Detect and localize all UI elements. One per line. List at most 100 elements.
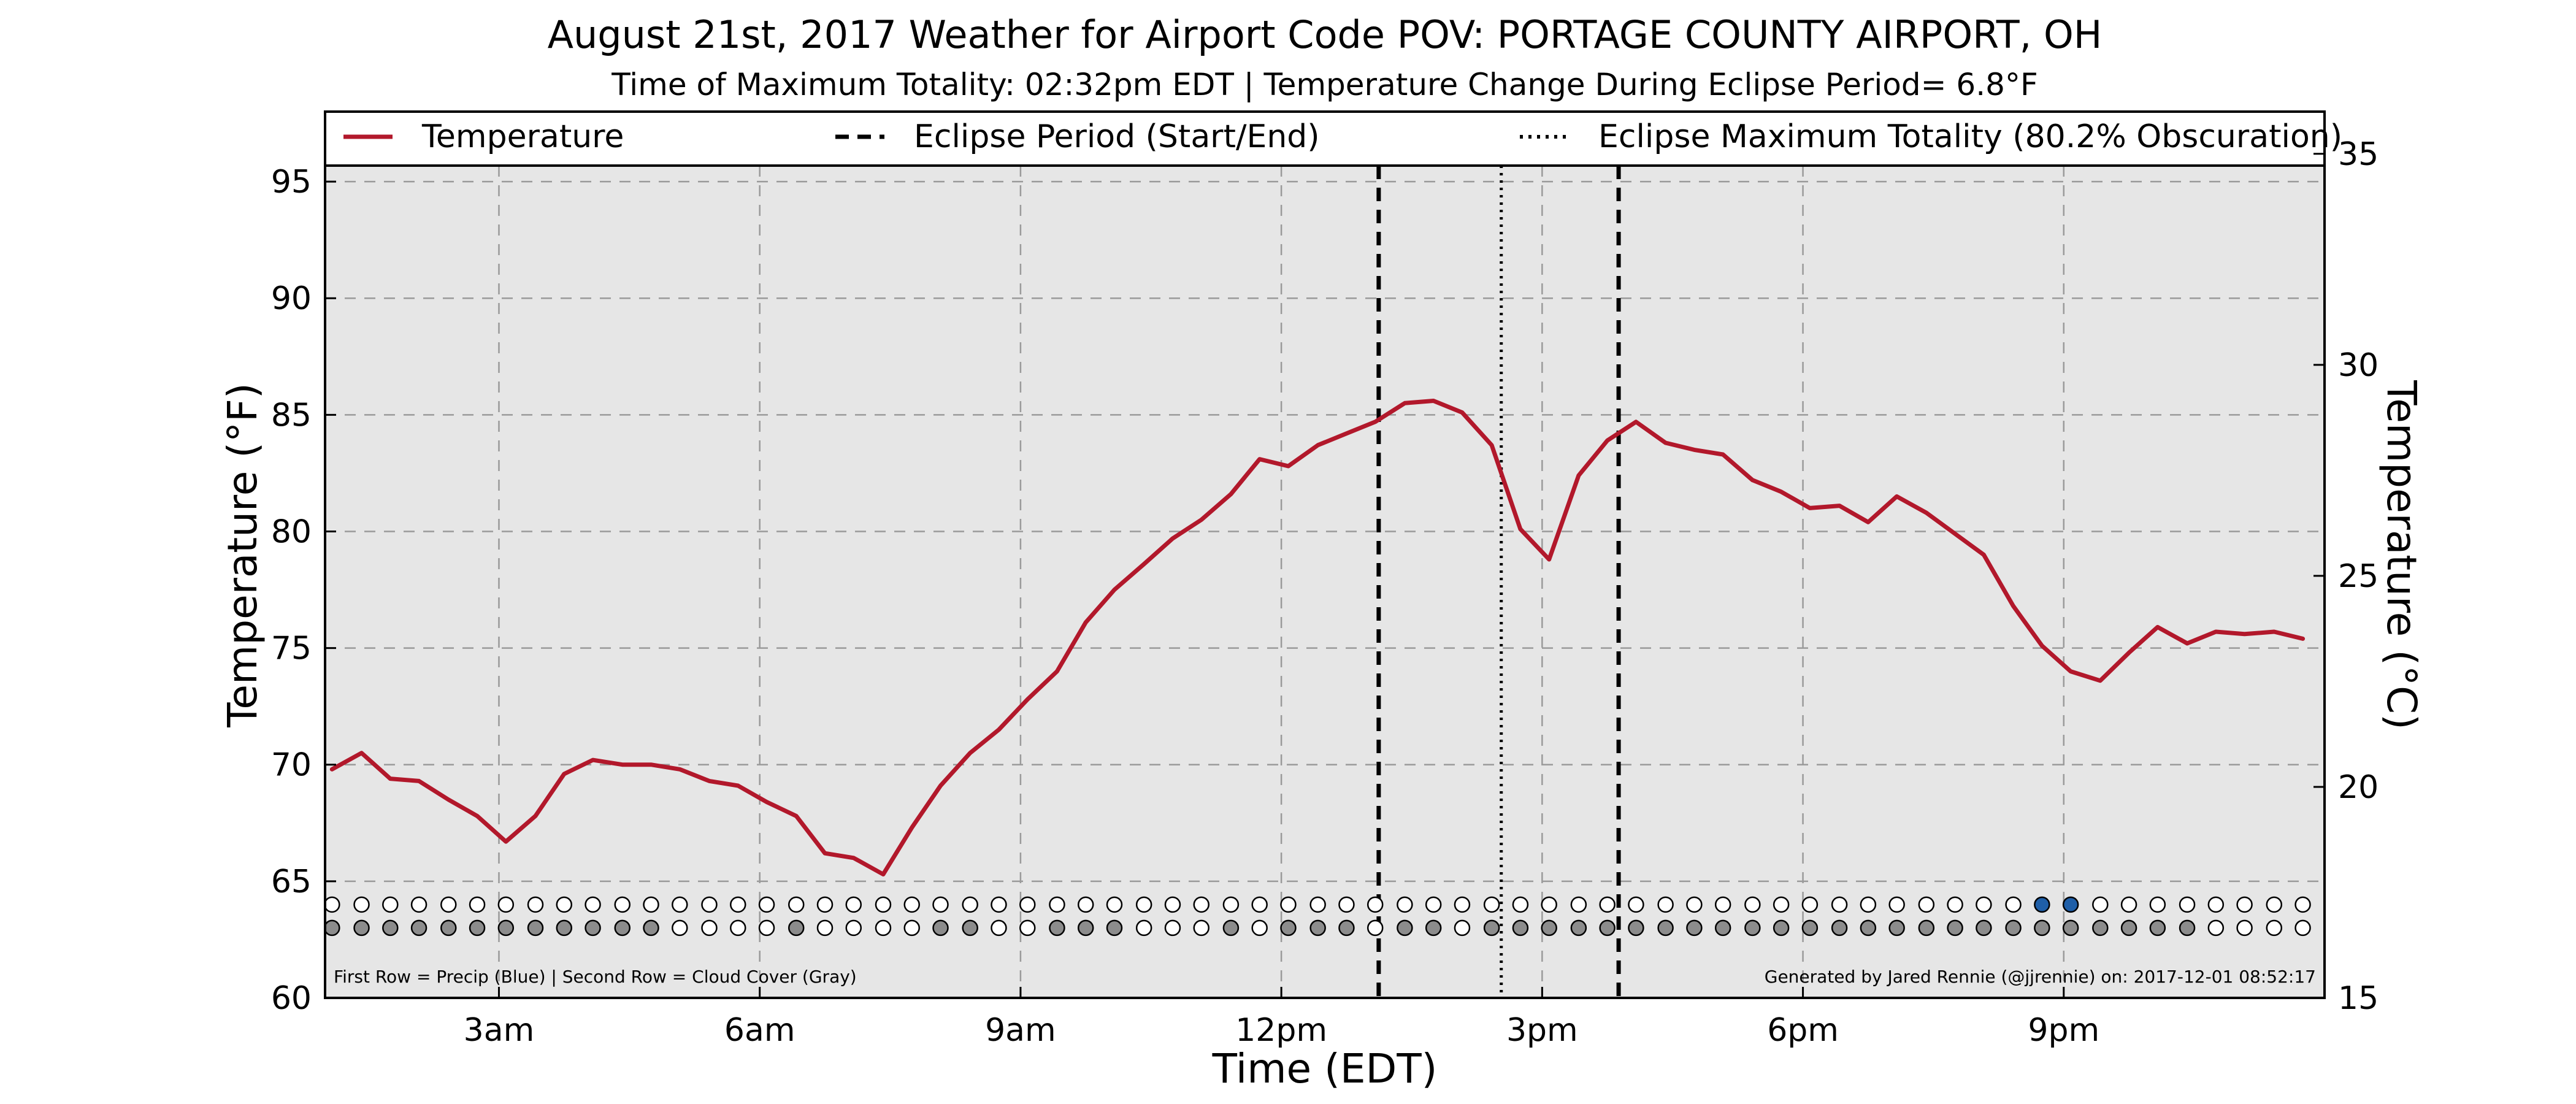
precip-dot bbox=[469, 896, 486, 913]
plot-area bbox=[325, 112, 2325, 998]
cloud-cover-dot bbox=[991, 919, 1007, 937]
precip-dot bbox=[845, 896, 862, 913]
grid-lines bbox=[325, 166, 2325, 998]
precip-dot bbox=[1135, 896, 1152, 913]
cloud-cover-dot bbox=[440, 919, 457, 937]
cloud-cover-dot bbox=[1367, 919, 1384, 937]
cloud-cover-dot bbox=[2266, 919, 2283, 937]
precip-dot bbox=[672, 896, 688, 913]
legend-temperature-label: Temperature bbox=[421, 118, 624, 155]
cloud-cover-dot bbox=[1744, 919, 1761, 937]
precip-dot bbox=[324, 896, 340, 913]
y-tick-label: 65 bbox=[271, 864, 312, 900]
precip-dot bbox=[903, 896, 920, 913]
precip-dot bbox=[1657, 896, 1674, 913]
y-right-tick-label: 20 bbox=[2338, 769, 2379, 806]
cloud-cover-dot bbox=[1019, 919, 1036, 937]
precip-dot bbox=[1397, 896, 1413, 913]
precip-dot bbox=[1483, 896, 1500, 913]
cloud-cover-dot bbox=[2034, 919, 2050, 937]
precip-dot bbox=[1222, 896, 1240, 913]
precip-dot bbox=[1338, 896, 1355, 913]
cloud-cover-dot bbox=[701, 919, 718, 937]
series-layer bbox=[329, 399, 2306, 876]
cloud-cover-dot bbox=[643, 919, 659, 937]
precip-dot bbox=[2062, 896, 2079, 913]
precip-dot bbox=[2092, 896, 2109, 913]
y-right-tick-label: 30 bbox=[2338, 347, 2379, 384]
precip-dot bbox=[585, 896, 601, 913]
precip-dot bbox=[1251, 896, 1268, 913]
cloud-cover-dot bbox=[2092, 919, 2109, 937]
cloud-cover-dot bbox=[932, 919, 949, 937]
precip-dot bbox=[440, 896, 457, 913]
precip-dot bbox=[730, 896, 746, 913]
cloud-cover-dot bbox=[758, 919, 775, 937]
footer-left-note: First Row = Precip (Blue) | Second Row =… bbox=[334, 967, 857, 987]
cloud-cover-dot bbox=[1164, 919, 1181, 937]
x-axis-label: Time (EDT) bbox=[1212, 1045, 1438, 1092]
precip-dot bbox=[1425, 896, 1442, 913]
precip-dot bbox=[527, 896, 544, 913]
legend-eclipse-period-label: Eclipse Period (Start/End) bbox=[914, 118, 1320, 155]
cloud-cover-dot bbox=[1888, 919, 1905, 937]
precip-dot bbox=[1599, 896, 1616, 913]
y-axis-label-right: Temperature (°C) bbox=[2378, 380, 2425, 730]
precip-dot bbox=[2034, 896, 2050, 913]
precip-dot bbox=[991, 896, 1007, 913]
y-axis-label-left: Temperature (°F) bbox=[219, 383, 266, 728]
y-tick-label: 95 bbox=[271, 164, 312, 201]
cloud-cover-dot bbox=[1657, 919, 1674, 937]
y-right-tick-label: 35 bbox=[2338, 136, 2379, 173]
cloud-cover-dot bbox=[1686, 919, 1703, 937]
x-tick-label: 9am bbox=[985, 1012, 1056, 1049]
cloud-cover-dot bbox=[1425, 919, 1442, 937]
cloud-cover-dot bbox=[1193, 919, 1209, 937]
cloud-cover-dot bbox=[1773, 919, 1790, 937]
precip-dot bbox=[1888, 896, 1905, 913]
precip-dot bbox=[1714, 896, 1731, 913]
precip-dot bbox=[1280, 896, 1297, 913]
precip-dot bbox=[643, 896, 659, 913]
precip-dot bbox=[2266, 896, 2283, 913]
precip-dot bbox=[701, 896, 718, 913]
cloud-cover-dot bbox=[2120, 919, 2137, 937]
precip-dot bbox=[2236, 896, 2253, 913]
cloud-cover-dot bbox=[2149, 919, 2166, 937]
precip-cloud-dots bbox=[324, 896, 2311, 937]
y-tick-label: 75 bbox=[271, 631, 312, 667]
cloud-cover-dot bbox=[1222, 919, 1240, 937]
cloud-cover-dot bbox=[1976, 919, 1992, 937]
precip-dot bbox=[1947, 896, 1963, 913]
cloud-cover-dot bbox=[353, 919, 370, 937]
precip-dot bbox=[816, 896, 834, 913]
cloud-cover-dot bbox=[1918, 919, 1935, 937]
cloud-cover-dot bbox=[1251, 919, 1268, 937]
precip-dot bbox=[1019, 896, 1036, 913]
y-tick-label: 80 bbox=[271, 513, 312, 550]
cloud-cover-dot bbox=[1309, 919, 1326, 937]
cloud-cover-dot bbox=[1397, 919, 1413, 937]
precip-dot bbox=[1193, 896, 1209, 913]
y-right-tick-label: 25 bbox=[2338, 558, 2379, 595]
precip-dot bbox=[2005, 896, 2022, 913]
precip-dot bbox=[788, 896, 805, 913]
precip-dot bbox=[1744, 896, 1761, 913]
x-tick-label: 3pm bbox=[1506, 1012, 1578, 1049]
x-tick-label: 3am bbox=[464, 1012, 535, 1049]
precip-dot bbox=[1512, 896, 1529, 913]
cloud-cover-dot bbox=[1570, 919, 1587, 937]
cloud-cover-dot bbox=[497, 919, 515, 937]
y-tick-label: 85 bbox=[271, 397, 312, 434]
cloud-cover-dot bbox=[1077, 919, 1094, 937]
y-tick-label: 90 bbox=[271, 280, 312, 317]
eclipse-lines bbox=[1376, 166, 1621, 998]
precip-dot bbox=[1860, 896, 1877, 913]
precip-dot bbox=[556, 896, 573, 913]
x-tick-label: 9pm bbox=[2028, 1012, 2099, 1049]
precip-dot bbox=[1367, 896, 1384, 913]
precip-dot bbox=[1541, 896, 1557, 913]
precip-dot bbox=[382, 896, 399, 913]
cloud-cover-dot bbox=[469, 919, 486, 937]
